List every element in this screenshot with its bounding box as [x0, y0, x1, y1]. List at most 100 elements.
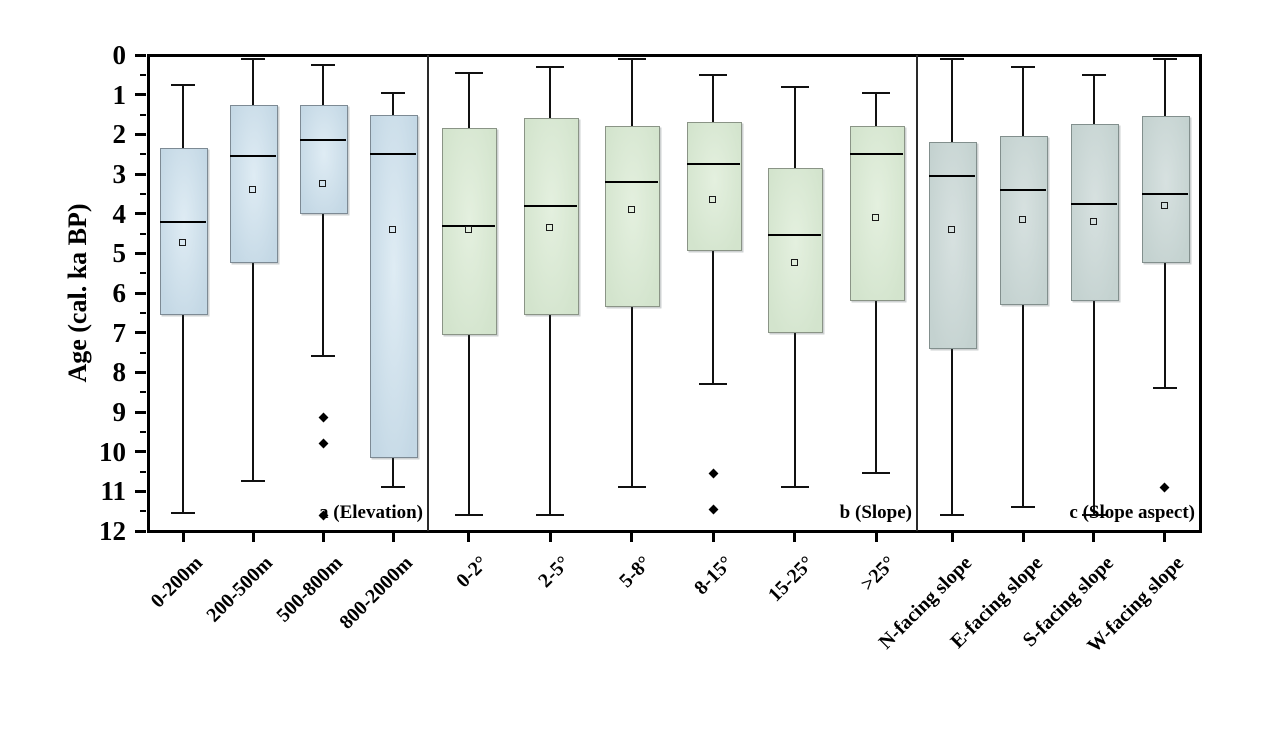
- mean-marker: [249, 185, 256, 193]
- y-major-tick: [135, 53, 146, 57]
- panel-divider: [916, 55, 918, 531]
- mean-marker: [627, 205, 635, 213]
- y-tick-label: 0: [112, 40, 127, 70]
- panel-divider: [427, 55, 429, 531]
- x-tick: [548, 532, 552, 542]
- box: [300, 104, 348, 214]
- box: [605, 126, 661, 307]
- y-major-tick: [135, 489, 146, 493]
- whisker-cap-top: [171, 83, 195, 86]
- median-line: [1000, 188, 1047, 191]
- mean-marker: [1160, 201, 1168, 209]
- x-tick: [630, 532, 634, 542]
- y-tick-label: 10: [99, 436, 126, 467]
- y-minor-tick: [140, 470, 146, 473]
- whisker-cap-top: [241, 57, 265, 60]
- median-line: [686, 163, 740, 166]
- whisker-cap-bottom: [1081, 514, 1106, 517]
- whisker-cap-top: [1152, 57, 1177, 60]
- y-tick-label: 11: [100, 476, 126, 507]
- y-tick-label: 7: [112, 317, 127, 348]
- x-category-label: 800-2000m: [335, 552, 417, 634]
- median-line: [1141, 192, 1188, 195]
- x-category-label: 8-15°: [689, 552, 737, 600]
- median-line: [1070, 202, 1117, 205]
- panel-label: b (Slope): [839, 502, 912, 523]
- box: [230, 104, 278, 264]
- x-category-label: 0-200m: [146, 552, 207, 613]
- box: [929, 142, 978, 349]
- median-line: [370, 153, 416, 156]
- mean-marker: [389, 225, 396, 233]
- mean-marker: [464, 225, 472, 233]
- y-tick-label: 4: [112, 198, 127, 229]
- y-major-tick: [135, 93, 146, 97]
- whisker-cap-top: [699, 73, 728, 76]
- whisker-cap-top: [940, 57, 965, 60]
- x-tick: [1163, 532, 1167, 542]
- x-category-label: 200-500m: [202, 552, 277, 627]
- whisker-cap-bottom: [862, 472, 891, 475]
- whisker-cap-top: [311, 63, 335, 66]
- mean-marker: [709, 195, 717, 203]
- y-minor-tick: [140, 510, 146, 513]
- whisker-cap-top: [536, 65, 565, 68]
- whisker-cap-bottom: [699, 383, 728, 386]
- y-minor-tick: [140, 113, 146, 116]
- y-major-tick: [135, 251, 146, 255]
- frame-bottom: [148, 529, 1200, 533]
- outlier-point: [318, 412, 328, 423]
- y-tick-label: 12: [99, 516, 126, 546]
- y-tick-label: 1: [112, 79, 127, 110]
- box: [160, 148, 208, 315]
- x-tick: [1092, 532, 1096, 542]
- whisker-cap-bottom: [617, 486, 646, 489]
- mean-marker: [790, 259, 798, 267]
- mean-marker: [179, 239, 186, 247]
- box: [1141, 116, 1190, 264]
- y-major-tick: [135, 529, 146, 533]
- plot-area: 0 1 2 3 4 5 6 7 8 9 10 11 12 0-200m 200-500m 500-800m 80…: [99, 40, 1202, 657]
- x-tick: [391, 532, 395, 542]
- x-tick: [950, 532, 954, 542]
- whisker-cap-top: [454, 71, 483, 74]
- whisker-cap-bottom: [381, 486, 405, 489]
- y-major-tick: [135, 291, 146, 295]
- x-tick: [793, 532, 797, 542]
- box: [370, 114, 418, 458]
- y-minor-tick: [140, 153, 146, 156]
- box: [686, 122, 742, 252]
- y-major-tick: [135, 132, 146, 136]
- x-category-label: 5-8°: [615, 552, 656, 593]
- whisker-cap-top: [780, 85, 809, 88]
- y-major-tick: [135, 450, 146, 454]
- x-tick: [1021, 532, 1025, 542]
- y-minor-tick: [140, 391, 146, 394]
- mean-marker: [1019, 215, 1027, 223]
- x-tick: [251, 532, 255, 542]
- whisker-cap-bottom: [1011, 506, 1036, 509]
- box: [442, 128, 498, 335]
- whisker-cap-bottom: [454, 514, 483, 517]
- box: [523, 118, 579, 315]
- median-line: [160, 220, 206, 223]
- outlier-point: [708, 504, 719, 515]
- whisker-cap-top: [1011, 65, 1036, 68]
- y-major-tick: [135, 410, 146, 414]
- mean-marker: [872, 213, 880, 221]
- outlier-point: [318, 438, 328, 449]
- mean-marker: [546, 223, 554, 231]
- y-minor-tick: [140, 272, 146, 275]
- mean-marker: [948, 225, 956, 233]
- whisker-cap-top: [617, 57, 646, 60]
- y-major-tick: [135, 370, 146, 374]
- frame-top: [148, 53, 1200, 57]
- y-tick-label: 8: [112, 357, 127, 388]
- x-tick: [467, 532, 471, 542]
- y-tick-label: 5: [112, 238, 127, 269]
- box: [1070, 124, 1119, 301]
- y-minor-tick: [140, 232, 146, 235]
- y-tick-label: 6: [112, 278, 127, 308]
- whisker-cap-bottom: [1152, 387, 1177, 390]
- whisker-cap-top: [1081, 73, 1106, 76]
